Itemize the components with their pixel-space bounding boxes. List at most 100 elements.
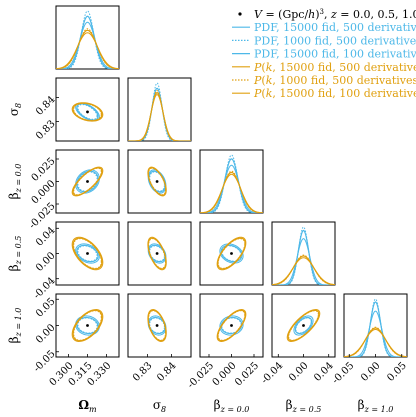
contour-panel-beta_z=0.0-vs-beta_z=1.0 <box>199 293 264 358</box>
y-tick-label: 0.04 <box>34 225 58 249</box>
contour-panel-beta_z=0.0-vs-beta_z=0.5 <box>199 221 264 286</box>
contour-pk_1000_500 <box>148 310 167 341</box>
contour-panel-Omega_m-vs-sigma_8 <box>55 77 120 142</box>
marginal-curve-pk_15000_500 <box>272 255 335 285</box>
contour-panel-sigma_8-vs-beta_z=1.0 <box>127 293 192 358</box>
marginal-curve-pk_15000_500 <box>200 171 263 213</box>
marginal-panel-Omega_m <box>55 5 120 70</box>
contour-panel-beta_z=0.5-vs-beta_z=1.0 <box>271 293 336 358</box>
x-axis-label-beta_z=0.5: βz = 0.5 <box>286 398 322 412</box>
y-tick-label: 0.83 <box>34 118 58 142</box>
y-tick-label: 0.84 <box>34 94 58 118</box>
legend: V = (Gpc/h)3, z = 0.0, 0.5, 1.0:PDF, 150… <box>232 8 416 100</box>
contour-pdf_1000_500 <box>77 245 98 262</box>
panel-frame <box>199 221 264 286</box>
panel-frame <box>55 77 120 142</box>
contour-pdf_15000_500 <box>76 103 99 121</box>
marginal-curve-pdf_15000_100 <box>128 92 191 141</box>
panel-frame <box>127 77 192 142</box>
fiducial-point <box>302 324 305 327</box>
panel-frame <box>343 293 408 358</box>
fiducial-point <box>155 180 159 183</box>
marginal-curve-pdf_15000_100 <box>200 164 263 213</box>
y-axis-label-beta_z=0.0: βz = 0.0 <box>7 164 23 200</box>
x-axis-label-beta_z=0.0: βz = 0.0 <box>214 398 250 412</box>
marginal-curve-pk_1000_500 <box>344 326 407 357</box>
x-tick-label: 0.83 <box>131 360 155 384</box>
contour-pdf_1000_500 <box>77 317 98 334</box>
contour-pk_1000_500 <box>73 167 102 196</box>
legend-entry-2: PDF, 15000 fid, 100 derivatives <box>254 48 416 61</box>
marginal-curve-pdf_15000_100 <box>272 238 335 285</box>
contour-pdf_15000_100 <box>219 315 244 336</box>
x-tick-label: 0.000 <box>211 360 239 388</box>
marginal-curve-pdf_15000_500 <box>200 158 263 213</box>
contour-pdf_1000_500 <box>149 317 165 334</box>
marginal-curve-pk_1000_500 <box>200 170 263 213</box>
x-tick-label: -0.04 <box>259 360 285 386</box>
marginal-panel-beta_z=0.5 <box>271 221 336 286</box>
x-axis-label-sigma_8: σ8 <box>153 398 166 412</box>
contour-pdf_1000_500 <box>295 317 312 334</box>
x-tick-label: 0.00 <box>287 360 311 384</box>
contour-pk_15000_100 <box>147 309 167 342</box>
y-tick-label: 0.000 <box>30 178 58 206</box>
y-tick-label: 0.00 <box>34 322 58 346</box>
contour-pk_1000_500 <box>217 238 246 269</box>
y-tick-label: -0.025 <box>27 201 57 231</box>
contour-pk_15000_100 <box>216 309 247 342</box>
legend-entry-1: PDF, 1000 fid, 500 derivatives <box>254 34 416 47</box>
marginal-curve-pdf_1000_500 <box>56 10 119 69</box>
marginal-curve-pk_15000_100 <box>128 94 191 141</box>
contour-pdf_15000_500 <box>294 316 313 335</box>
contour-pk_1000_500 <box>288 310 319 341</box>
x-tick-label: -0.025 <box>186 360 216 390</box>
y-tick-label: -0.05 <box>32 349 58 375</box>
x-axis-label-Omega_m: Ωm <box>78 398 97 412</box>
contour-pk_1000_500 <box>148 167 167 196</box>
contour-pdf_15000_500 <box>76 244 99 263</box>
y-tick-label: 0.025 <box>30 156 58 184</box>
contour-panel-Omega_m-vs-beta_z=0.0 <box>55 149 120 214</box>
y-tick-label: 0.00 <box>34 250 58 274</box>
panel-frame <box>55 5 120 70</box>
contour-pk_15000_100 <box>147 236 167 271</box>
marginal-curve-pk_15000_500 <box>344 327 407 357</box>
legend-entry-0: PDF, 15000 fid, 500 derivatives <box>254 21 416 34</box>
contour-pdf_15000_100 <box>75 243 100 264</box>
fiducial-point <box>86 324 89 327</box>
fiducial-point <box>86 110 89 114</box>
contour-pk_1000_500 <box>73 102 102 121</box>
contour-pk_15000_500 <box>72 237 103 270</box>
y-tick-label: -0.04 <box>32 276 58 302</box>
contour-panel-sigma_8-vs-beta_z=0.5 <box>127 221 192 286</box>
fiducial-point <box>155 252 159 255</box>
marginal-panel-beta_z=1.0 <box>343 293 408 358</box>
marginal-panel-sigma_8 <box>127 77 192 142</box>
y-axis-label-beta_z=0.5: βz = 0.5 <box>7 236 23 272</box>
marginal-curve-pk_1000_500 <box>272 254 335 285</box>
marginal-curve-pk_15000_100 <box>344 328 407 357</box>
marginal-panel-beta_z=0.0 <box>199 149 264 214</box>
contour-pk_15000_100 <box>71 102 104 122</box>
marginal-curve-pdf_1000_500 <box>128 82 191 141</box>
legend-title: V = (Gpc/h)3, z = 0.0, 0.5, 1.0: <box>254 8 416 21</box>
marginal-curve-pdf_15000_100 <box>56 21 119 69</box>
contour-pdf_1000_500 <box>77 104 98 120</box>
marginal-curve-pk_15000_100 <box>272 257 335 285</box>
contour-pk_15000_100 <box>71 166 104 197</box>
fiducial-point <box>230 252 233 255</box>
panel-frame <box>127 221 192 286</box>
fiducial-point <box>86 180 89 183</box>
marginal-curve-pdf_15000_500 <box>56 15 119 69</box>
x-axis-label-beta_z=1.0: βz = 1.0 <box>358 398 394 412</box>
x-tick-label: 0.00 <box>359 360 383 384</box>
contour-pdf_1000_500 <box>77 171 98 192</box>
x-tick-label: 0.025 <box>233 360 261 388</box>
x-tick-label: 0.84 <box>155 360 179 384</box>
panel-frame <box>271 221 336 286</box>
contour-pk_15000_100 <box>216 236 247 271</box>
marginal-curve-pk_15000_100 <box>56 32 119 69</box>
marginal-curve-pk_15000_100 <box>200 173 263 213</box>
marginal-curve-pk_15000_500 <box>56 29 119 69</box>
